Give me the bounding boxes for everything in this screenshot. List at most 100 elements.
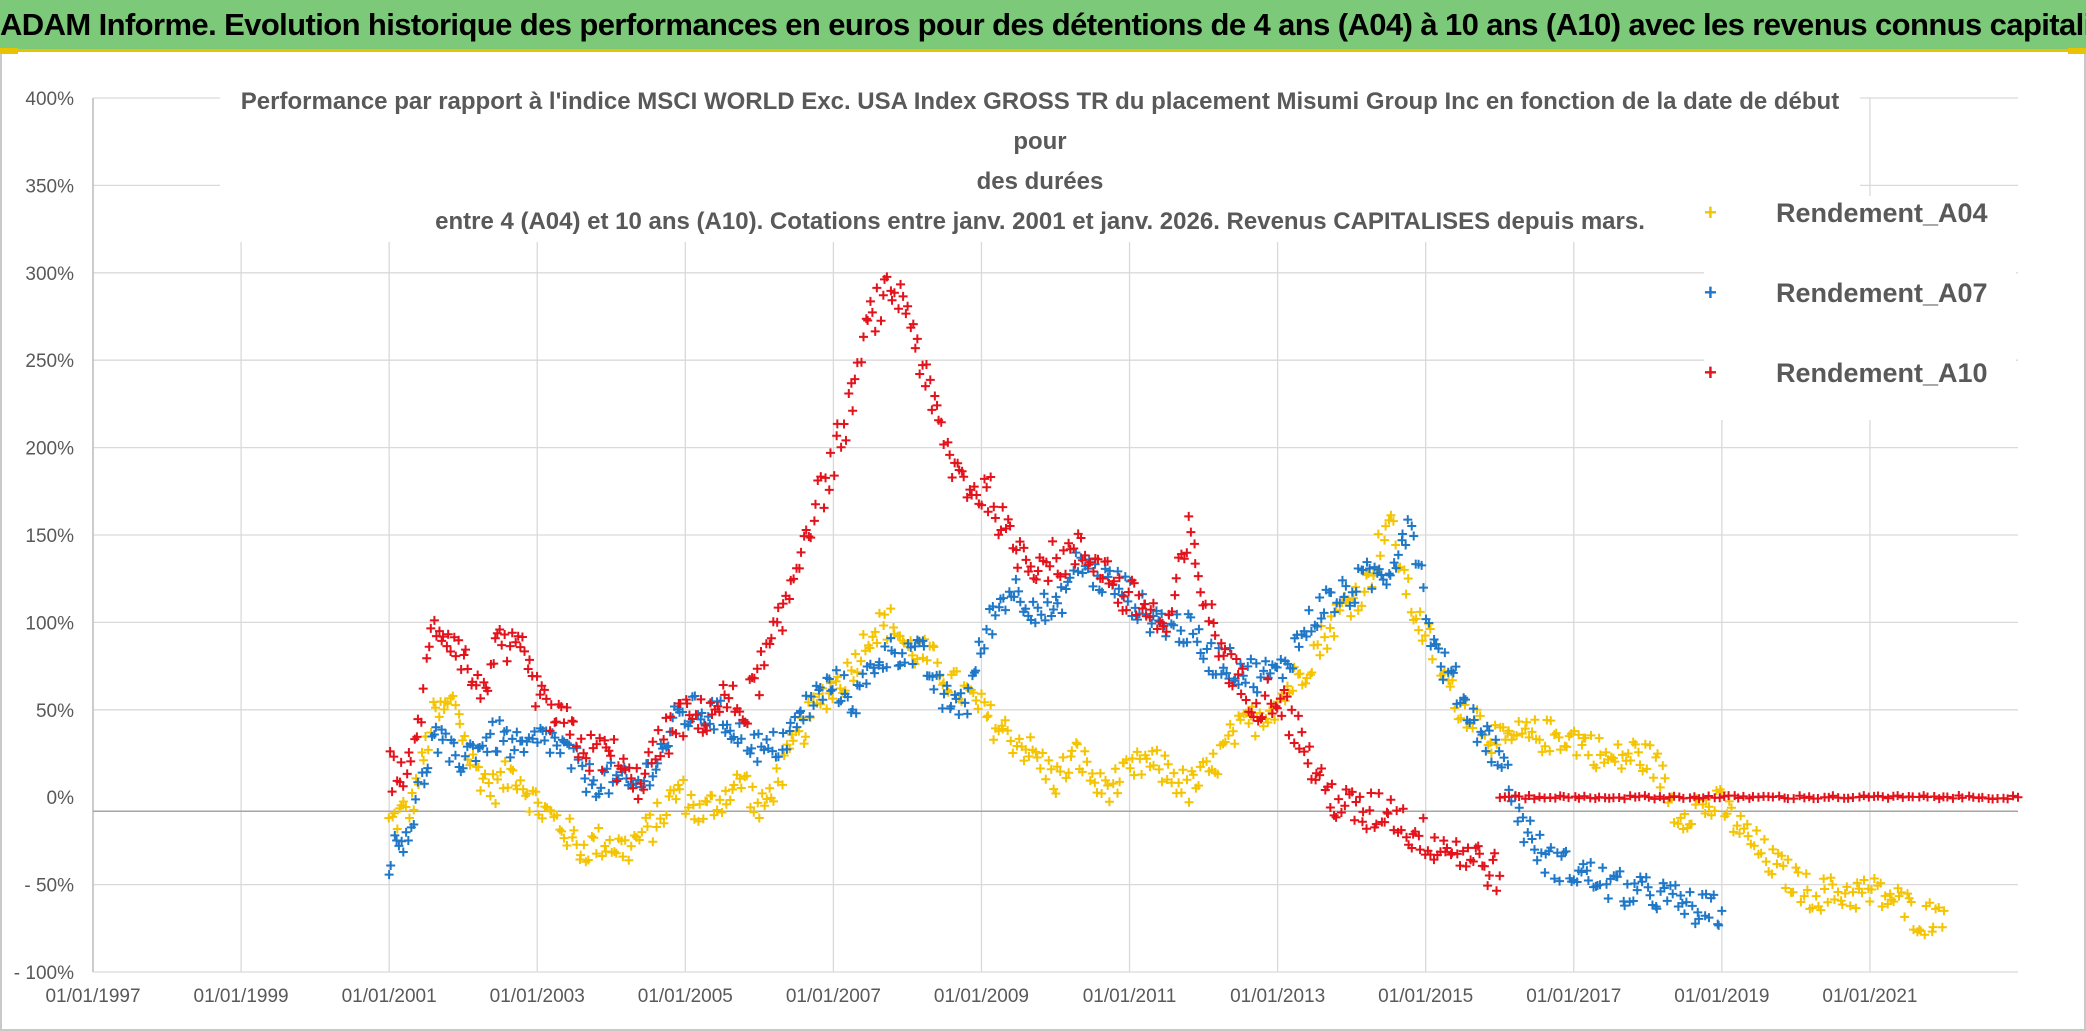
legend-label-a04: Rendement_A04 xyxy=(1776,198,1988,228)
data-point xyxy=(977,500,987,510)
y-tick-label: 300% xyxy=(25,264,74,285)
data-point xyxy=(581,787,591,797)
data-point xyxy=(1685,887,1695,897)
data-point xyxy=(990,610,1000,620)
data-point xyxy=(1014,734,1024,744)
data-point xyxy=(861,314,871,324)
data-point xyxy=(644,747,654,757)
data-point xyxy=(954,710,964,720)
data-point xyxy=(792,722,802,732)
data-point xyxy=(773,603,783,613)
data-point xyxy=(651,754,661,764)
data-point xyxy=(678,731,688,741)
data-point xyxy=(1614,792,1624,802)
data-point xyxy=(423,745,433,755)
data-point xyxy=(986,472,996,482)
data-point xyxy=(1690,919,1700,929)
data-point xyxy=(1507,735,1517,745)
data-point xyxy=(450,750,460,760)
data-point xyxy=(1726,803,1736,813)
data-point xyxy=(1125,763,1135,773)
data-point xyxy=(790,712,800,722)
data-point xyxy=(562,738,572,748)
data-point xyxy=(886,633,896,643)
data-point xyxy=(592,739,602,749)
data-point xyxy=(1595,750,1605,760)
data-point xyxy=(1176,626,1186,636)
data-point xyxy=(1914,925,1924,935)
data-point xyxy=(1388,516,1398,526)
data-point xyxy=(1623,748,1633,758)
data-point xyxy=(458,763,468,773)
data-point xyxy=(1115,777,1125,787)
data-point xyxy=(742,771,752,781)
data-point xyxy=(1851,903,1861,913)
data-point xyxy=(762,734,772,744)
data-point xyxy=(876,316,886,326)
data-point xyxy=(1442,843,1452,853)
data-point xyxy=(1048,536,1058,546)
data-point xyxy=(752,664,762,674)
data-point xyxy=(903,301,913,311)
data-point xyxy=(488,769,498,779)
data-point xyxy=(1460,695,1470,705)
data-point xyxy=(789,574,799,584)
data-point xyxy=(1316,614,1326,624)
data-point xyxy=(1021,555,1031,565)
data-point xyxy=(443,629,453,639)
data-point xyxy=(468,740,478,750)
data-point xyxy=(942,681,952,691)
data-point xyxy=(407,788,417,798)
data-point xyxy=(1109,576,1119,586)
data-point xyxy=(880,642,890,652)
data-point xyxy=(1272,703,1282,713)
data-point xyxy=(1561,846,1571,856)
data-point xyxy=(1057,608,1067,618)
data-point xyxy=(1549,874,1559,884)
data-point xyxy=(1225,719,1235,729)
data-point xyxy=(451,700,461,710)
data-point xyxy=(825,448,835,458)
data-point xyxy=(604,746,614,756)
data-point xyxy=(1238,664,1248,674)
data-point xyxy=(1619,794,1629,804)
data-point xyxy=(754,813,764,823)
data-point xyxy=(1120,572,1130,582)
data-point xyxy=(1330,607,1340,617)
data-point xyxy=(1876,878,1886,888)
data-point xyxy=(952,666,962,676)
data-point xyxy=(858,630,868,640)
data-point xyxy=(836,696,846,706)
data-point xyxy=(1469,715,1479,725)
data-point xyxy=(1620,901,1630,911)
data-point xyxy=(1658,878,1668,888)
data-point xyxy=(1929,792,1939,802)
data-point xyxy=(1448,668,1458,678)
data-point xyxy=(1051,553,1061,563)
data-point xyxy=(1670,880,1680,890)
data-point xyxy=(1283,659,1293,669)
data-point xyxy=(1495,871,1505,881)
data-point xyxy=(765,783,775,793)
data-point xyxy=(1163,759,1173,769)
data-point xyxy=(863,316,873,326)
data-point xyxy=(1939,906,1949,916)
data-point xyxy=(878,290,888,300)
data-point xyxy=(1601,747,1611,757)
data-point xyxy=(1067,746,1077,756)
data-point xyxy=(1297,727,1307,737)
data-point xyxy=(1602,879,1612,889)
data-point xyxy=(1337,575,1347,585)
data-point xyxy=(1261,656,1271,666)
data-point xyxy=(1231,654,1241,664)
data-point xyxy=(1129,578,1139,588)
data-point xyxy=(1827,879,1837,889)
data-point xyxy=(794,726,804,736)
data-point xyxy=(1304,605,1314,615)
data-point xyxy=(404,747,414,757)
data-point xyxy=(1279,685,1289,695)
data-point xyxy=(1743,831,1753,841)
data-point xyxy=(1176,788,1186,798)
data-point xyxy=(1854,792,1864,802)
data-point xyxy=(1154,764,1164,774)
